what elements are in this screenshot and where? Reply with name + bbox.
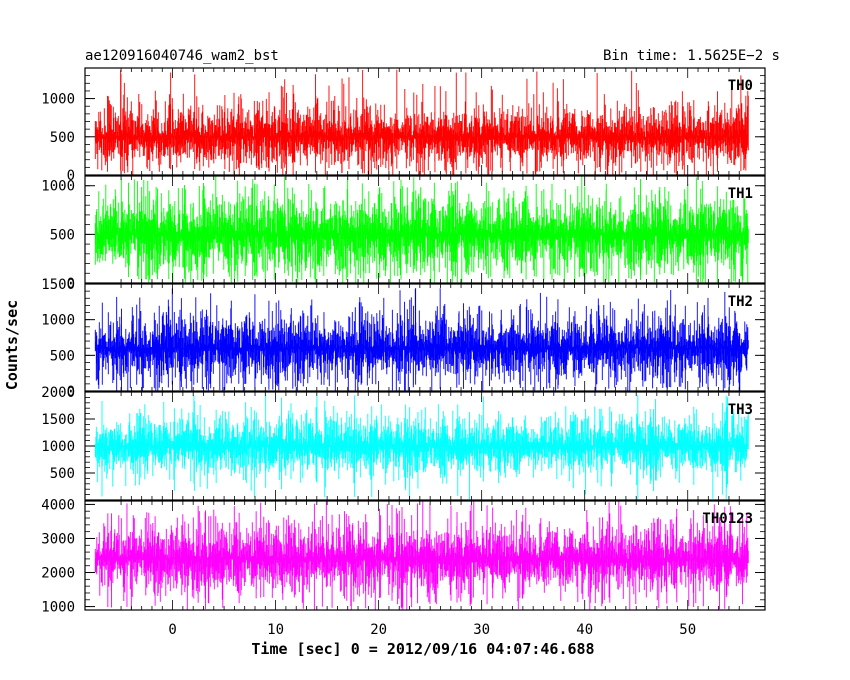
series-th2 [94, 288, 749, 391]
y-tick-label: 1000 [41, 179, 75, 195]
y-tick-label: 500 [50, 466, 75, 482]
panel-label-th2: TH2 [728, 294, 753, 310]
series-th1 [94, 176, 749, 283]
y-tick-label: 2000 [41, 566, 75, 582]
x-tick-label: 30 [473, 622, 490, 638]
y-tick-label: 4000 [41, 497, 75, 513]
x-tick-label: 50 [679, 622, 696, 638]
panel-label-th0123: TH0123 [702, 511, 753, 527]
y-tick-label: 1000 [41, 313, 75, 329]
x-tick-label: 0 [168, 622, 176, 638]
y-tick-label: 1000 [41, 439, 75, 455]
series-th0123 [94, 501, 749, 610]
y-tick-label: 0 [67, 276, 75, 292]
panel-label-th3: TH3 [728, 402, 753, 418]
y-tick-label: 1500 [41, 277, 75, 293]
panel-frame-th1 [84, 175, 766, 284]
panel-label-th0: TH0 [728, 78, 753, 94]
series-th0 [94, 69, 749, 175]
panel-label-th1: TH1 [728, 186, 753, 202]
x-axis-label: Time [sec] 0 = 2012/09/16 04:07:46.688 [251, 640, 594, 658]
y-tick-label: 1500 [41, 412, 75, 428]
x-tick-label: 20 [370, 622, 387, 638]
bin-time-label: Bin time: 1.5625E−2 s [603, 48, 780, 64]
y-tick-label: 1000 [41, 600, 75, 616]
panel-frame-th2 [84, 283, 766, 392]
x-tick-label: 40 [576, 622, 593, 638]
y-tick-label: 500 [50, 130, 75, 146]
y-tick-label: 2000 [41, 385, 75, 401]
y-tick-label: 0 [67, 168, 75, 184]
x-tick-label: 10 [267, 622, 284, 638]
series-th3 [94, 394, 749, 500]
y-axis-label: Counts/sec [3, 300, 21, 390]
y-tick-label: 0 [67, 384, 75, 400]
y-tick-label: 500 [50, 227, 75, 243]
y-tick-label: 500 [50, 348, 75, 364]
panel-frame-th0123 [84, 500, 766, 611]
object-name-title: ae120916040746_wam2_bst [85, 48, 279, 64]
y-tick-label: 3000 [41, 531, 75, 547]
y-tick-label: 1000 [41, 92, 75, 108]
